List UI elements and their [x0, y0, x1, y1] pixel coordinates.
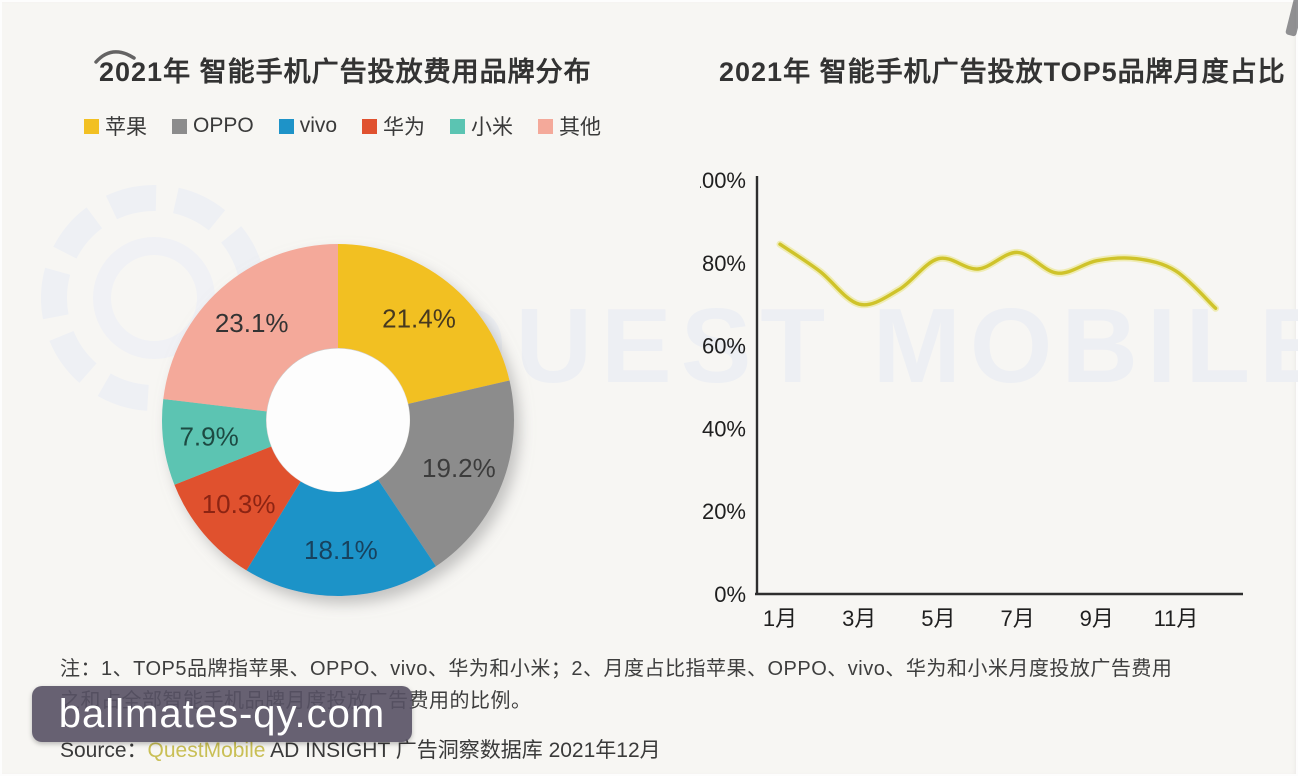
legend-label-小米: 小米: [471, 116, 514, 139]
line-chart-title: 2021年 智能手机广告投放TOP5品牌月度占比: [719, 57, 1286, 87]
artifact-arc: [94, 50, 136, 64]
donut-chart-title: 2021年 智能手机广告投放费用品牌分布: [99, 57, 592, 87]
legend-item-小米: 小米: [450, 111, 513, 141]
donut-value-label-OPPO: 19.2%: [422, 453, 496, 483]
donut-slices: [162, 244, 514, 597]
top5-share-line: [778, 242, 1218, 310]
top5-share-line-glow: [776, 240, 1220, 312]
legend-swatch-OPPO: [172, 118, 187, 134]
legend-swatch-华为: [362, 118, 378, 134]
legend-label-华为: 华为: [383, 116, 426, 139]
legend-item-华为: 华为: [362, 111, 425, 141]
donut-slice-华为: [174, 446, 301, 571]
legend-label-vivo: vivo: [299, 114, 338, 137]
legend-item-苹果: 苹果: [84, 111, 147, 141]
y-tick-60%: 60%: [702, 334, 746, 359]
photo-artifact-top-right: [1285, 0, 1298, 37]
donut-slice-OPPO: [378, 380, 514, 567]
donut-slice-vivo: [246, 479, 436, 597]
site-watermark-badge: ballmates-qy.com: [32, 686, 412, 742]
donut-value-label-华为: 10.3%: [202, 489, 276, 519]
legend-swatch-苹果: [84, 118, 99, 134]
x-tick-11月: 11月: [1154, 606, 1199, 631]
donut-value-label-vivo: 18.1%: [304, 535, 378, 565]
legend-swatch-小米: [450, 118, 466, 134]
donut-value-label-其他: 23.1%: [215, 308, 289, 338]
donut-hole: [266, 348, 410, 492]
x-tick-7月: 7月: [1000, 606, 1034, 631]
donut-value-label-小米: 7.9%: [179, 422, 238, 452]
legend-swatch-其他: [538, 118, 554, 134]
legend-label-苹果: 苹果: [105, 116, 147, 139]
donut-slice-其他: [163, 244, 338, 412]
donut-value-label-苹果: 21.4%: [382, 303, 456, 333]
x-tick-9月: 9月: [1080, 606, 1114, 631]
y-tick-40%: 40%: [702, 416, 746, 441]
y-tick-100%: 100%: [700, 168, 746, 193]
legend-label-OPPO: OPPO: [193, 114, 254, 137]
legend-swatch-vivo: [278, 118, 294, 134]
donut-legend: 苹果 OPPO vivo 华为 小米 其他: [84, 111, 601, 141]
legend-label-其他: 其他: [559, 116, 602, 139]
x-tick-5月: 5月: [921, 606, 955, 631]
legend-item-OPPO: OPPO: [172, 111, 254, 141]
donut-chart: 21.4% 19.2% 18.1% 10.3% 7.9% 23.1%: [162, 244, 514, 597]
source-rest: AD INSIGHT 广告洞察数据库 2021年12月: [265, 739, 661, 762]
donut-slice-小米: [162, 399, 272, 485]
logo-inner-circle: [93, 237, 215, 359]
y-tick-0%: 0%: [714, 582, 746, 607]
legend-item-vivo: vivo: [278, 111, 338, 141]
legend-item-其他: 其他: [538, 111, 601, 141]
source-line: Source：QuestMobile AD INSIGHT 广告洞察数据库 20…: [60, 734, 661, 764]
y-tick-80%: 80%: [702, 251, 746, 276]
x-tick-3月: 3月: [842, 606, 876, 631]
y-tick-20%: 20%: [702, 499, 746, 524]
source-label: Source：: [60, 739, 148, 762]
line-chart: 0% 20% 40% 60% 80% 100% 1月 3月 5月 7月 9月 11月: [700, 168, 1243, 631]
x-tick-1月: 1月: [763, 606, 797, 631]
source-brand: QuestMobile: [147, 739, 266, 762]
footnote-line-1: 注：1、TOP5品牌指苹果、OPPO、vivo、华为和小米；2、月度占比指苹果、…: [60, 658, 1173, 680]
photo-artifact-top-left: [94, 50, 136, 64]
donut-slice-苹果: [338, 244, 510, 404]
